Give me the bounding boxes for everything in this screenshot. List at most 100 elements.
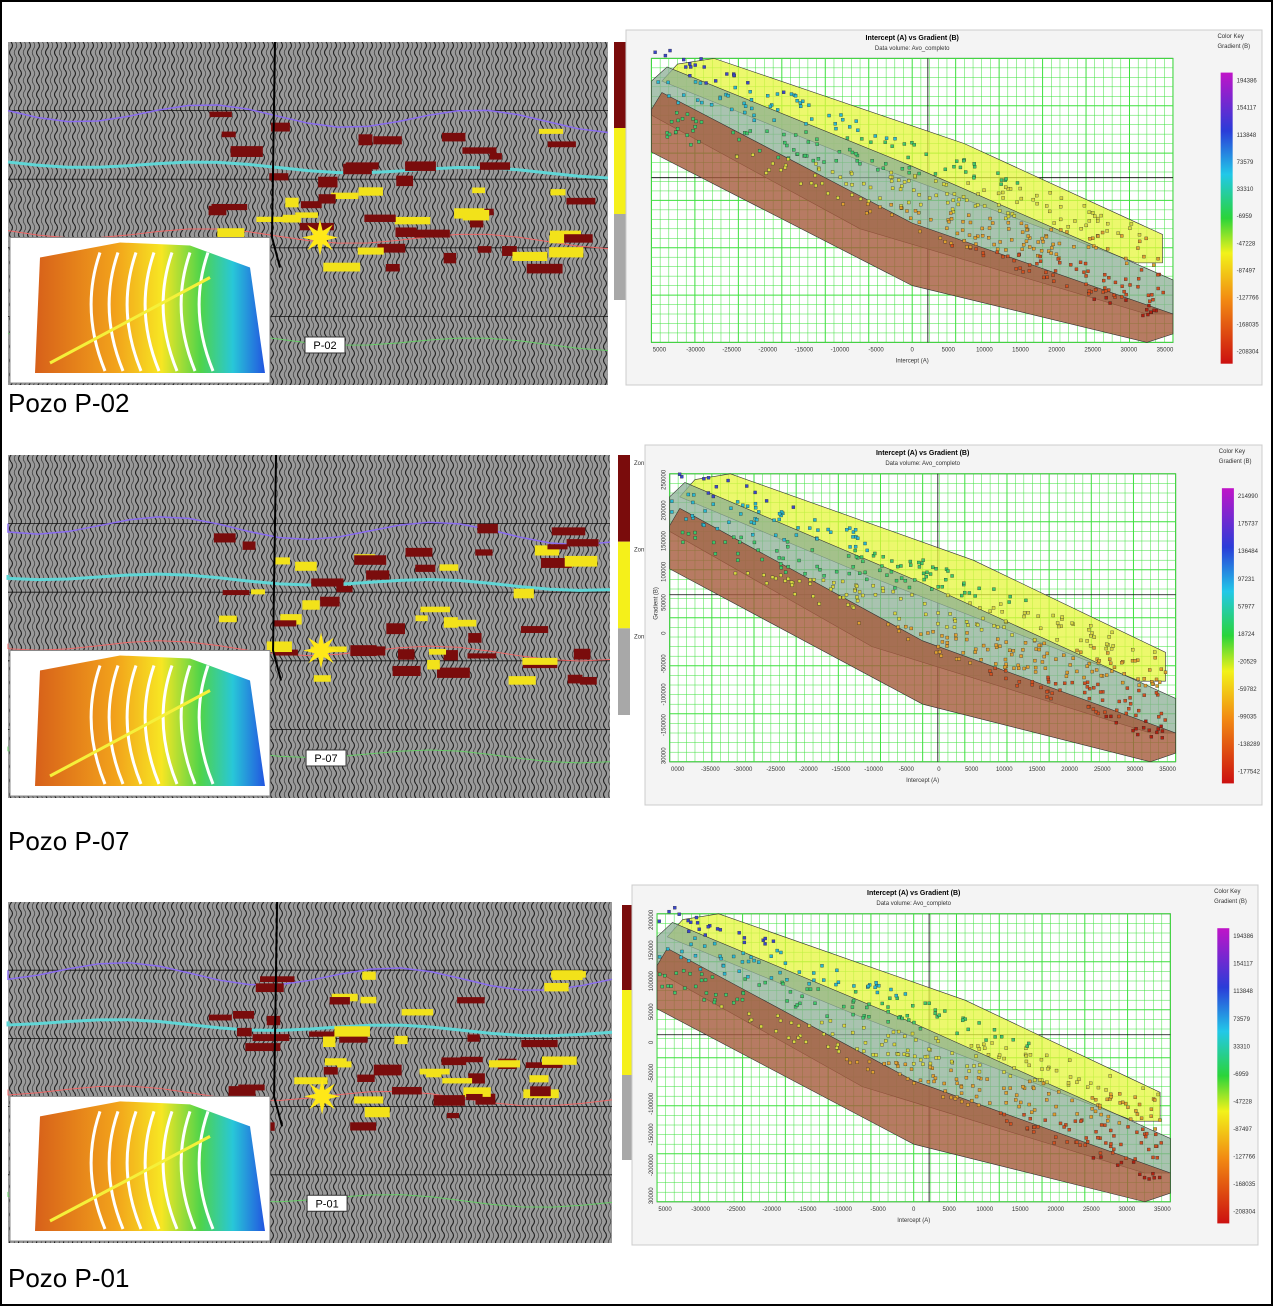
- point: [862, 1026, 866, 1030]
- point: [1137, 683, 1141, 687]
- anomaly: [396, 175, 414, 187]
- point: [1008, 1122, 1013, 1126]
- point: [961, 651, 965, 655]
- anomaly: [218, 615, 237, 623]
- point: [1066, 225, 1070, 229]
- point: [917, 211, 921, 215]
- point: [1058, 688, 1062, 692]
- y-tick-label: 200000: [649, 909, 655, 930]
- point: [763, 936, 767, 941]
- point: [836, 196, 840, 200]
- point: [972, 162, 976, 166]
- point: [1075, 1112, 1079, 1116]
- point: [1159, 1141, 1163, 1145]
- point: [1117, 1121, 1122, 1125]
- point: [1096, 234, 1100, 238]
- point: [815, 564, 819, 569]
- point: [860, 137, 864, 141]
- point: [810, 117, 814, 121]
- point: [831, 585, 835, 589]
- seismic-section: P-01: [6, 901, 613, 1243]
- point: [1119, 1160, 1124, 1165]
- point: [771, 939, 776, 943]
- point: [1048, 209, 1052, 214]
- y-tick-label: 50000: [662, 593, 668, 610]
- point: [1053, 682, 1058, 686]
- fault: [161, 252, 179, 372]
- point: [1137, 1102, 1142, 1107]
- anomaly: [564, 555, 598, 567]
- point: [1051, 242, 1055, 247]
- point: [1032, 1108, 1037, 1112]
- point: [1159, 711, 1164, 716]
- point: [967, 213, 971, 217]
- point: [682, 57, 686, 62]
- x-tick-label: -20000: [758, 347, 777, 353]
- point: [1004, 1046, 1008, 1050]
- anomaly: [251, 589, 265, 595]
- point: [745, 484, 749, 488]
- key-label: 113848: [1237, 133, 1257, 139]
- point: [954, 633, 958, 637]
- point: [702, 477, 706, 481]
- key-label: 73579: [1237, 160, 1254, 166]
- point: [1051, 613, 1055, 618]
- point: [914, 1038, 918, 1042]
- point: [1049, 696, 1053, 701]
- point: [777, 556, 781, 560]
- point: [721, 964, 726, 968]
- point: [1099, 1155, 1103, 1159]
- anomaly: [547, 141, 576, 148]
- anomaly: [534, 545, 560, 556]
- point: [1133, 659, 1137, 663]
- point: [1124, 277, 1128, 281]
- anomaly: [228, 1086, 256, 1097]
- point: [735, 154, 739, 159]
- anomaly: [266, 641, 292, 653]
- point: [1058, 217, 1063, 222]
- point: [853, 528, 858, 532]
- point: [1012, 666, 1016, 670]
- point: [977, 1021, 981, 1025]
- anomaly: [373, 1064, 402, 1076]
- point: [690, 514, 695, 518]
- point: [764, 499, 769, 503]
- y-tick-label: 150000: [649, 940, 655, 961]
- point: [1042, 654, 1046, 659]
- point: [924, 612, 928, 617]
- point: [1062, 1125, 1066, 1129]
- point: [848, 1060, 852, 1065]
- point: [968, 245, 973, 249]
- point: [657, 919, 661, 923]
- x-tick-label: -25000: [766, 767, 785, 773]
- point: [688, 73, 692, 78]
- point: [966, 623, 970, 627]
- point: [1104, 1088, 1108, 1092]
- point: [1149, 1114, 1153, 1118]
- point: [1024, 1054, 1028, 1058]
- x-tick-label: 25000: [1084, 347, 1101, 353]
- point: [785, 978, 789, 982]
- point: [1033, 665, 1038, 670]
- point: [749, 520, 754, 524]
- key-label: -99035: [1238, 714, 1257, 720]
- point: [746, 81, 750, 85]
- point: [898, 1072, 902, 1076]
- point: [1019, 196, 1024, 201]
- point: [848, 526, 852, 530]
- fault: [161, 665, 179, 785]
- point: [814, 183, 818, 188]
- anomaly: [329, 997, 350, 1005]
- horizon: [7, 961, 613, 991]
- anomaly: [441, 132, 466, 142]
- point: [1124, 261, 1129, 266]
- point: [1106, 221, 1110, 226]
- anomaly: [472, 187, 486, 194]
- point: [945, 635, 949, 640]
- x-tick-label: 15000: [1012, 1207, 1029, 1213]
- point: [973, 650, 977, 654]
- point: [913, 209, 918, 213]
- point: [947, 220, 951, 224]
- point: [1154, 677, 1159, 682]
- point: [1070, 621, 1074, 625]
